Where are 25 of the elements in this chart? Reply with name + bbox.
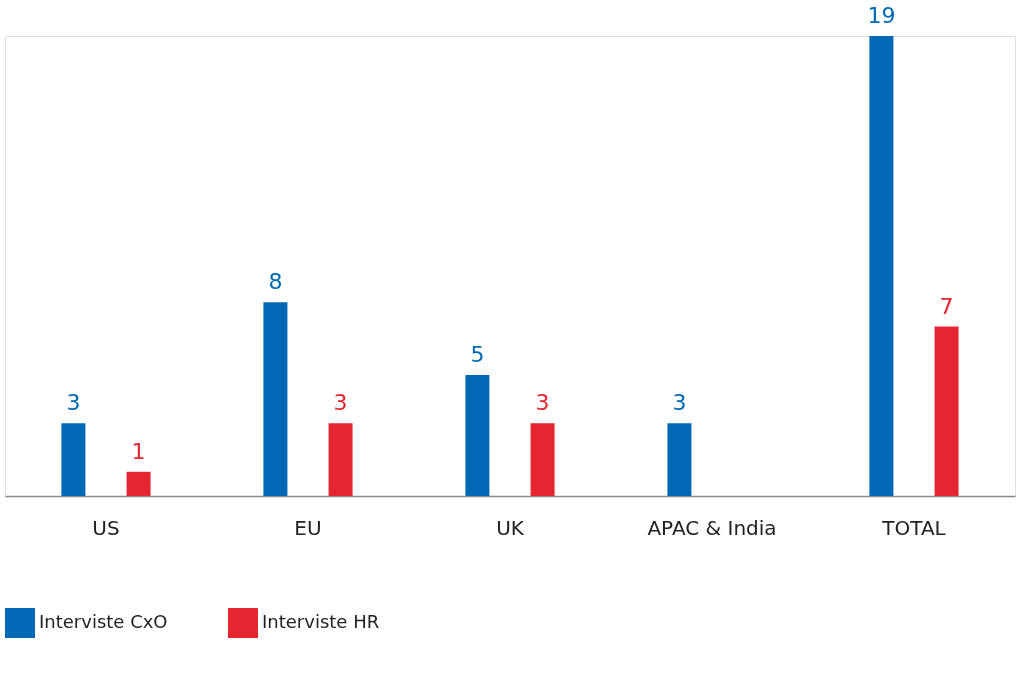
bar bbox=[263, 302, 288, 496]
legend-label: Interviste CxO bbox=[39, 611, 168, 632]
data-label: 19 bbox=[867, 3, 896, 28]
x-tick-label: UK bbox=[496, 515, 525, 540]
legend-label: Interviste HR bbox=[262, 611, 380, 632]
data-label: 3 bbox=[672, 390, 687, 416]
data-label: 3 bbox=[535, 390, 550, 416]
bar bbox=[934, 326, 959, 496]
bar bbox=[328, 423, 353, 496]
data-label: 1 bbox=[131, 438, 146, 464]
data-label: 7 bbox=[939, 293, 954, 319]
bar bbox=[869, 36, 894, 496]
bar bbox=[61, 423, 86, 496]
x-tick-label: US bbox=[92, 515, 120, 540]
bar bbox=[465, 374, 490, 496]
data-label: 5 bbox=[470, 341, 485, 367]
data-label: 8 bbox=[268, 269, 283, 295]
bar bbox=[126, 471, 151, 496]
data-label: 3 bbox=[66, 390, 81, 416]
data-label: 3 bbox=[333, 390, 348, 416]
bar bbox=[530, 423, 555, 496]
x-tick-label: EU bbox=[294, 515, 322, 540]
x-tick-label: APAC & India bbox=[647, 515, 777, 540]
x-tick-label: TOTAL bbox=[881, 515, 947, 540]
bar bbox=[667, 423, 692, 496]
